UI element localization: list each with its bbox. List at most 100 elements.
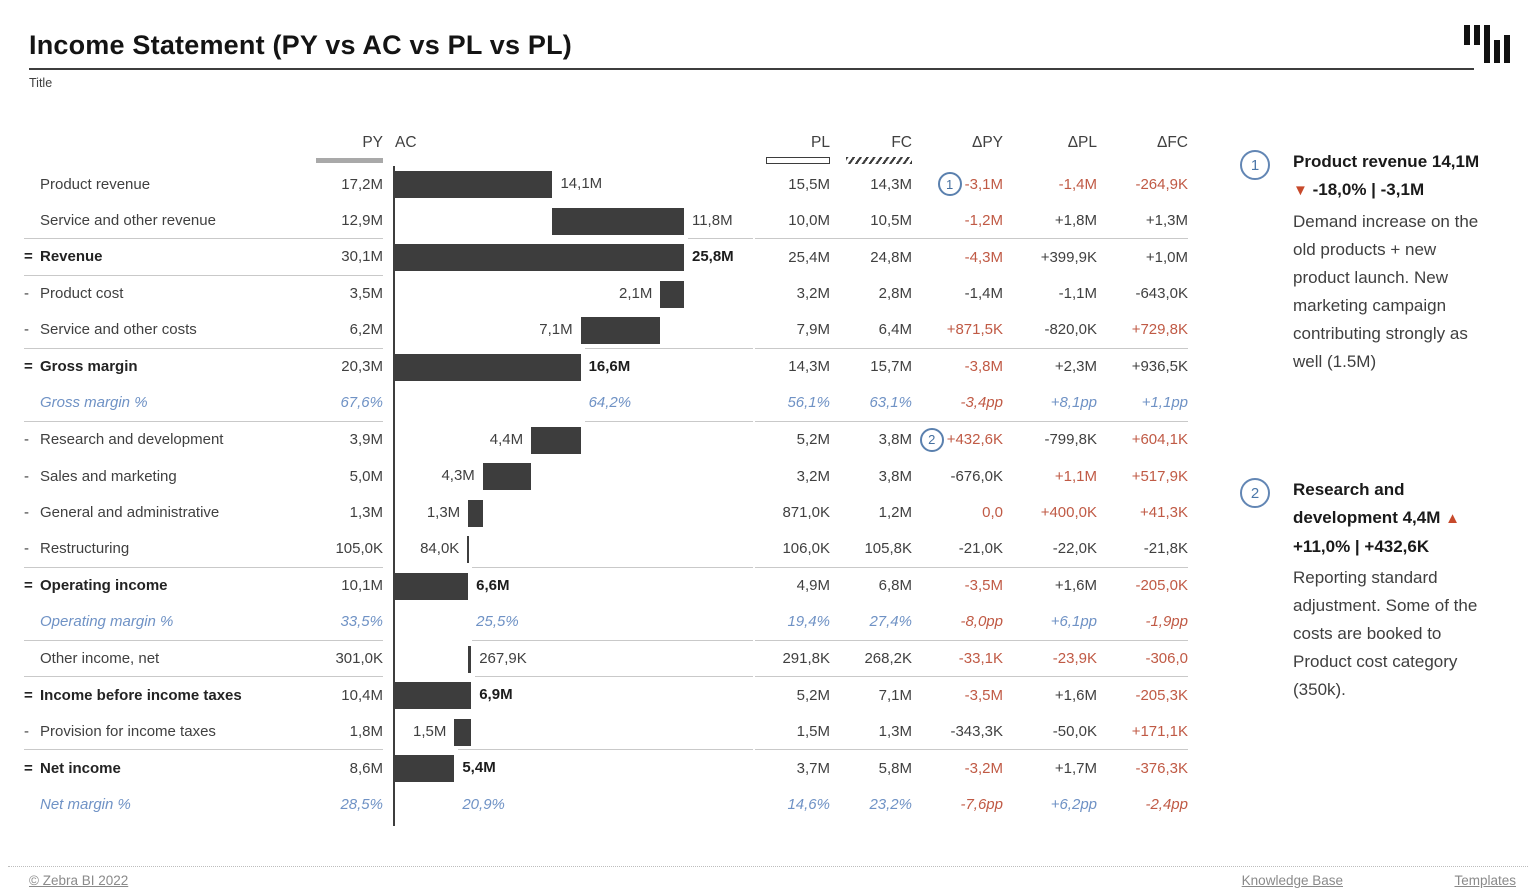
column-header-delta-fc[interactable]: ΔFC — [1097, 132, 1188, 166]
table-row[interactable]: Service and other revenue 12,9M 11,8M 10,0M… — [24, 203, 1188, 239]
chart-u — [475, 676, 753, 677]
comment-1-title-delta: -18,0% | -3,1M — [1307, 180, 1425, 199]
column-header-ac[interactable]: AC — [383, 132, 755, 166]
d-r: -1,2M — [964, 211, 1003, 229]
templates-link[interactable]: Templates — [1454, 873, 1516, 888]
ac-chart-cell: 7,1M — [383, 312, 755, 349]
d-d: -21,0K — [958, 540, 1003, 558]
ac-bar — [482, 463, 532, 490]
table-row[interactable]: Product revenue 17,2M 14,1M 15,5M 14,3M 1 -3,1… — [24, 166, 1188, 203]
table-row[interactable]: Net margin % 28,5% 20,9% 14,6% 23,2% -7,6pp +6… — [24, 787, 1188, 824]
cell: Gross margin % — [24, 385, 305, 422]
header-label-spacer — [24, 132, 305, 166]
column-header-py[interactable]: PY — [305, 132, 383, 166]
column-header-delta-py[interactable]: ΔPY — [912, 132, 1003, 166]
column-header-pl[interactable]: PL — [755, 132, 830, 166]
cell: = Operating income — [24, 568, 305, 605]
py-value: 301,0K — [305, 641, 383, 677]
table-row[interactable]: - Product cost 3,5M 2,1M 3,2M 2,8M -1,4M -1,1M -… — [24, 276, 1188, 313]
table-row[interactable]: Other income, net 301,0K 267,9K 291,8K 268,2… — [24, 641, 1188, 677]
cell: - Sales and marketing — [24, 458, 305, 495]
prefix: = — [24, 759, 33, 777]
column-header-delta-pl[interactable]: ΔPL — [1003, 132, 1097, 166]
chart-u — [687, 238, 753, 239]
table-row[interactable]: - Provision for income taxes 1,8M 1,5M 1,5M 1… — [24, 714, 1188, 750]
d-d: -50,0K — [1052, 722, 1097, 740]
row-label: Gross margin % — [40, 394, 148, 412]
ac-chart-cell: 20,9% — [383, 787, 755, 824]
table-row[interactable]: = Gross margin 20,3M 16,6M 14,3M 15,7M -3,8M +2… — [24, 349, 1188, 386]
row-label: Product revenue — [40, 175, 151, 193]
delta-pl-value: -820,0K — [1003, 312, 1097, 349]
pl-value: 3,2M — [796, 285, 830, 303]
py-scenario-marker-icon — [316, 158, 383, 163]
py-value: 30,1M — [305, 239, 383, 276]
table-row[interactable]: Gross margin % 67,6% 64,2% 56,1% 63,1% -3,4pp… — [24, 385, 1188, 422]
ac-bar — [394, 353, 581, 381]
row-label: Income before income taxes — [40, 686, 242, 704]
delta-pl-value: -23,9K — [1003, 641, 1097, 677]
ac-bar — [394, 755, 455, 782]
knowledge-base-link[interactable]: Knowledge Base — [1241, 873, 1343, 888]
table-row[interactable]: - General and administrative 1,3M 1,3M 871,0… — [24, 495, 1188, 532]
comment-1-number-badge[interactable]: 1 — [1240, 150, 1270, 180]
fc-value: 27,4% — [830, 604, 912, 641]
delta-fc-value: -205,3K — [1097, 677, 1188, 714]
table-row[interactable]: - Restructuring 105,0K 84,0K 106,0K 105,8K -21… — [24, 531, 1188, 568]
delta-fc-value: -1,9pp — [1097, 604, 1188, 641]
fc-value: 23,2% — [869, 796, 912, 814]
fc-value: 1,3M — [830, 714, 912, 750]
table-row[interactable]: = Revenue 30,1M 25,8M 25,4M 24,8M -4,3M +399,9K… — [24, 239, 1188, 276]
d-r: +604,1K — [1131, 431, 1188, 449]
cell: - Provision for income taxes — [24, 714, 305, 750]
d-d: +1,7M — [1054, 759, 1097, 777]
comment-2-title-text: Research and development 4,4M — [1293, 480, 1446, 527]
pl-value: 4,9M — [796, 577, 830, 595]
table-row[interactable]: - Service and other costs 6,2M 7,1M 7,9M 6,4M… — [24, 312, 1188, 349]
table-row[interactable]: = Income before income taxes 10,4M 6,9M 5,2M… — [24, 677, 1188, 714]
d-d: -799,8K — [1044, 431, 1097, 449]
row-label: Other income, net — [40, 649, 160, 667]
column-header-fc[interactable]: FC — [830, 132, 912, 166]
delta-fc-value: -643,0K — [1097, 276, 1188, 313]
table-row[interactable]: - Research and development 3,9M 4,4M 5,2M 3,8… — [24, 422, 1188, 459]
comment-marker-1[interactable]: 1 — [937, 172, 962, 197]
d-b: +1,1pp — [1141, 394, 1188, 412]
table-row[interactable]: = Operating income 10,1M 6,6M 4,9M 6,8M -3,5M +… — [24, 568, 1188, 605]
fc-value: 5,8M — [878, 759, 912, 777]
row-label: Sales and marketing — [40, 467, 177, 485]
d-r: +517,9K — [1131, 467, 1188, 485]
delta-pl-value: +6,1pp — [1003, 604, 1097, 641]
ac-chart-cell: 2,1M — [383, 276, 755, 313]
ac-bar — [394, 244, 684, 271]
row-label: Revenue — [40, 248, 103, 266]
delta-pl-value: +1,1M — [1003, 458, 1097, 495]
fc-scenario-marker-icon — [846, 157, 912, 164]
ac-bar — [394, 572, 469, 600]
ac-header-label: AC — [395, 134, 417, 151]
table-row[interactable]: = Net income 8,6M 5,4M 3,7M 5,8M -3,2M +1,7M -37… — [24, 750, 1188, 787]
d-r: +41,3K — [1140, 504, 1188, 522]
comment-2-content: Research and development 4,4M ▲ +11,0% |… — [1293, 476, 1480, 704]
delta-pl-header-label: ΔPL — [1067, 134, 1097, 151]
zebra-bi-copyright-link[interactable]: © Zebra BI 2022 — [29, 873, 129, 888]
pl-value: 106,0K — [755, 531, 830, 568]
d-r: -8,0pp — [960, 613, 1003, 631]
comment-2-number-badge[interactable]: 2 — [1240, 478, 1270, 508]
table-row[interactable]: Operating margin % 33,5% 25,5% 19,4% 27,4% -8… — [24, 604, 1188, 641]
comment-marker-2[interactable]: 2 — [919, 427, 944, 452]
row-label: Net margin % — [40, 796, 131, 814]
table-row[interactable]: - Sales and marketing 5,0M 4,3M 3,2M 3,8M -676… — [24, 458, 1188, 495]
fc-value: 63,1% — [830, 385, 912, 422]
ac-bar — [468, 645, 472, 673]
delta-py-value: -3,5M — [912, 568, 1003, 605]
triangle-down-icon: ▼ — [1293, 182, 1308, 199]
prefix: = — [24, 358, 33, 376]
cell: Net margin % — [24, 787, 305, 824]
row-label: Gross margin — [40, 358, 138, 376]
zebra-bi-logo-icon — [1462, 18, 1512, 71]
ac-bar — [580, 317, 661, 344]
ac-chart-cell: 11,8M — [383, 203, 755, 239]
ac-value-label: 5,4M — [462, 759, 496, 776]
